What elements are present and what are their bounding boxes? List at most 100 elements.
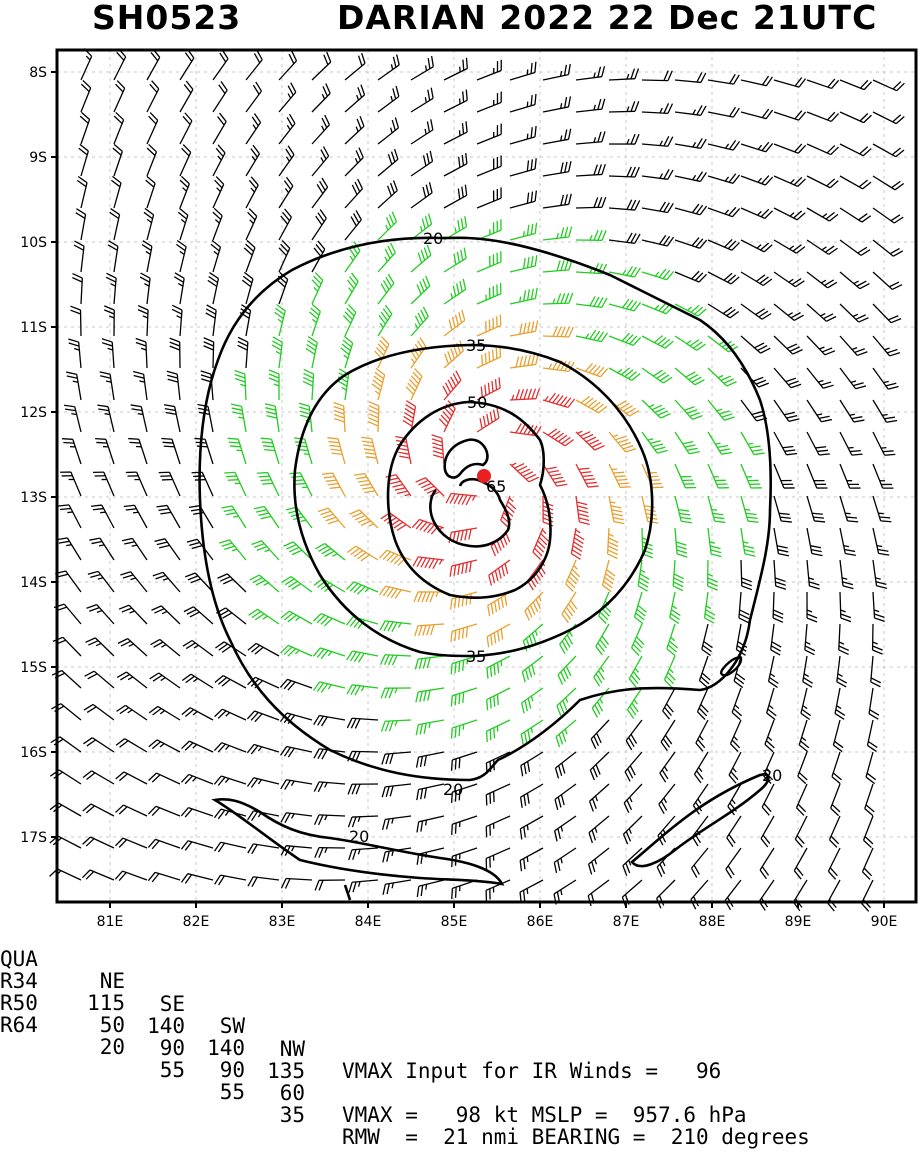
wind-barb (873, 80, 904, 91)
wind-barb (602, 560, 615, 592)
wind-barb (624, 784, 642, 813)
wind-barb (87, 605, 114, 624)
wind-barb (215, 676, 246, 688)
wind-barb (576, 131, 605, 144)
wind-barb (246, 145, 259, 176)
wind-barb (670, 592, 681, 623)
wind-barb (354, 474, 378, 496)
r34-nw: 135 (255, 1060, 305, 1083)
wind-barb (675, 336, 706, 350)
wind-barb (312, 147, 329, 176)
contour-20kt-southeast (632, 774, 768, 866)
wind-barb (218, 574, 246, 592)
wind-barb (345, 210, 361, 240)
wind-barb (152, 606, 180, 624)
wind-barb (167, 371, 180, 400)
wind-barb (80, 112, 89, 144)
wind-barb (346, 582, 378, 594)
storm-name-time: DARIAN 2022 22 Dec 21UTC (337, 0, 877, 37)
wind-barb (222, 506, 246, 528)
wind-barb (774, 304, 804, 320)
header-se: SE (135, 993, 185, 1016)
wind-barb (349, 880, 378, 893)
wind-barb (313, 648, 345, 659)
wind-barb (84, 704, 114, 720)
wind-barb (114, 81, 125, 112)
contour-labels: 20 35 50 65 20 20 35 20 (349, 229, 782, 846)
wind-barb (609, 333, 641, 345)
wind-barb (609, 496, 624, 524)
wind-barb (181, 774, 213, 784)
r64-nw: 35 (255, 1104, 305, 1127)
wind-barb (741, 76, 772, 86)
wind-barb (246, 82, 261, 112)
wind-barb (774, 464, 795, 488)
wind-barb (699, 656, 710, 688)
wind-barb (741, 109, 773, 119)
wind-barb (411, 56, 433, 80)
wind-barb (64, 405, 81, 432)
wind-barb (281, 611, 312, 624)
wind-barb (873, 272, 902, 289)
wind-barb (807, 176, 838, 188)
wind-barb (807, 400, 832, 422)
wind-barb (741, 208, 773, 218)
wind-barb (862, 880, 873, 911)
wind-barb (831, 784, 840, 816)
wind-barb (543, 293, 573, 304)
wind-barb (282, 577, 312, 592)
wind-barb (486, 784, 510, 805)
wind-barb (110, 209, 120, 240)
wind-barb (133, 372, 147, 400)
wind-barb (81, 80, 91, 112)
wind-barb (372, 368, 385, 400)
wind-barb (840, 528, 856, 555)
wind-barb (862, 848, 873, 879)
wind-barb (708, 74, 739, 84)
wind-barb (741, 464, 762, 488)
wind-barb (147, 81, 159, 112)
wind-barb (180, 113, 192, 144)
table-header-row: QUA NE SE SW NW VMAX Input for IR Winds … (0, 925, 51, 947)
wind-barb (625, 752, 642, 781)
wind-barb (176, 240, 186, 272)
wind-barb (510, 354, 538, 368)
wind-barb (180, 176, 189, 208)
wind-barb (265, 404, 279, 432)
lat-tick-label: 16S (20, 745, 47, 761)
wind-barb (104, 306, 114, 336)
wind-barb (477, 187, 501, 208)
wind-barb (827, 880, 840, 911)
wind-barb (349, 848, 378, 860)
lat-tick-label: 9S (29, 150, 47, 166)
wind-barb (741, 560, 752, 590)
wind-barb (417, 816, 444, 832)
wind-barb (444, 185, 467, 208)
wind-barb (726, 848, 741, 878)
wind-barb (642, 103, 672, 113)
wind-barb (235, 370, 246, 400)
wind-barb (794, 848, 807, 879)
wind-barb (251, 541, 279, 560)
wind-radii-table: QUA NE SE SW NW VMAX Input for IR Winds … (0, 923, 919, 1014)
wind-barb (793, 880, 807, 911)
wind-barb (415, 624, 444, 636)
wind-barb (807, 272, 837, 288)
r64-row: R64 20 55 55 35 RMW = 21 nmi BEARING = 2… (0, 991, 51, 1013)
wind-barb (146, 176, 156, 208)
wind-barb (628, 688, 642, 718)
wind-barb (213, 208, 222, 240)
wind-barb (807, 368, 834, 388)
wind-barb (657, 880, 675, 908)
r64-label: R64 (0, 1014, 38, 1037)
contour-label-20-top: 20 (423, 229, 443, 248)
wind-barb (242, 272, 253, 304)
r34-ne: 115 (75, 992, 125, 1015)
wind-barb (840, 560, 853, 589)
wind-barb (807, 432, 830, 455)
wind-barb (667, 624, 678, 656)
wind-barb (609, 200, 640, 210)
wind-barb (341, 336, 353, 368)
wind-barb (543, 464, 567, 486)
